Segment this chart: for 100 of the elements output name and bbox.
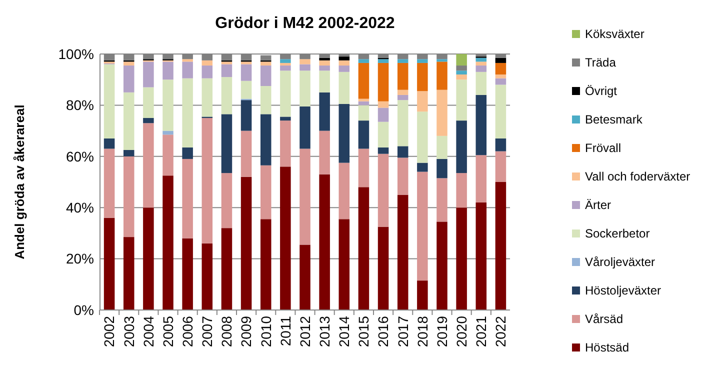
bar — [221, 77, 232, 114]
bar — [300, 106, 310, 149]
bar — [319, 58, 330, 60]
bar — [143, 118, 154, 124]
bar — [378, 62, 389, 102]
bar — [495, 74, 506, 78]
bar — [378, 122, 389, 148]
bar — [378, 147, 389, 154]
x-tick-label: 2014 — [336, 316, 352, 348]
bar — [280, 166, 291, 310]
bar — [495, 138, 506, 152]
x-tick-label: 2004 — [140, 316, 156, 348]
bar — [221, 62, 232, 64]
bar — [123, 92, 134, 150]
legend-label: Träda — [585, 56, 616, 70]
y-tick-label: 0% — [74, 302, 94, 318]
legend-label: Frövall — [585, 141, 622, 156]
bar — [240, 100, 252, 131]
bar — [397, 94, 408, 100]
bar — [240, 176, 252, 310]
bar — [162, 130, 174, 135]
bar — [397, 194, 408, 310]
legend-label: Ärter — [585, 198, 612, 212]
bar — [123, 62, 134, 66]
bar — [456, 70, 467, 74]
bar — [456, 54, 467, 66]
x-tick-label: 2011 — [277, 316, 294, 346]
y-tick-label: 80% — [66, 97, 94, 114]
bar — [417, 112, 428, 163]
legend-label: Våroljeväxter — [585, 255, 656, 270]
bar — [143, 123, 154, 208]
bar — [476, 155, 487, 202]
bar — [417, 59, 428, 63]
bar — [397, 158, 408, 195]
bar — [300, 148, 310, 245]
bar — [319, 70, 330, 92]
bar — [476, 66, 487, 72]
bar — [104, 218, 115, 310]
bar — [397, 90, 408, 95]
x-tick-label: 2009 — [238, 316, 254, 348]
y-tick-label: 20% — [66, 250, 94, 267]
x-tick-label: 2015 — [356, 316, 372, 348]
x-tick-label: 2018 — [414, 316, 430, 348]
bar — [143, 87, 154, 118]
bar — [456, 74, 467, 80]
bar — [104, 138, 115, 149]
bar — [123, 66, 134, 92]
y-tick-label: 100% — [58, 46, 94, 62]
bar — [221, 114, 232, 174]
bar — [417, 91, 428, 112]
bar — [456, 173, 467, 208]
bar — [300, 244, 310, 310]
bar — [397, 146, 408, 158]
bar — [300, 59, 310, 64]
x-tick-label: 2008 — [218, 316, 235, 348]
bar — [240, 80, 252, 99]
bar — [202, 60, 213, 66]
bar — [378, 154, 389, 227]
bar — [280, 66, 291, 71]
x-tick-label: 2016 — [375, 316, 392, 348]
bar — [182, 147, 193, 159]
bar — [338, 56, 350, 60]
bar — [260, 66, 272, 86]
bar — [123, 156, 134, 238]
legend-label: Betesmark — [585, 112, 644, 127]
legend-label: Höstoljeväxter — [585, 284, 662, 298]
bar — [476, 202, 487, 310]
bar — [240, 62, 252, 64]
bar — [202, 243, 213, 310]
y-axis-title: Andel gröda av åkerareal — [12, 104, 27, 260]
bar — [417, 172, 428, 281]
x-tick-label: 2017 — [394, 316, 411, 348]
bar — [338, 162, 350, 220]
bar — [143, 62, 154, 88]
bar — [338, 66, 350, 72]
x-tick-label: 2006 — [179, 316, 196, 348]
bar — [280, 62, 291, 66]
bar — [436, 158, 448, 178]
bar — [495, 78, 506, 85]
bar — [338, 219, 350, 310]
x-tick-label: 2003 — [120, 316, 137, 348]
bar — [280, 59, 291, 63]
x-tick-label: 2013 — [316, 316, 332, 348]
bar — [300, 70, 310, 106]
bar — [397, 59, 408, 63]
bar — [476, 94, 487, 156]
bar — [319, 130, 330, 174]
bar — [162, 134, 174, 176]
bar — [436, 62, 448, 90]
bar — [280, 70, 291, 117]
bar — [436, 178, 448, 222]
bar — [495, 62, 506, 74]
bar — [436, 90, 448, 136]
bar — [436, 136, 448, 159]
bar — [280, 116, 291, 121]
bar — [456, 120, 467, 174]
bar — [221, 173, 232, 228]
bar — [280, 120, 291, 167]
bar — [456, 66, 467, 71]
bar — [358, 120, 370, 149]
